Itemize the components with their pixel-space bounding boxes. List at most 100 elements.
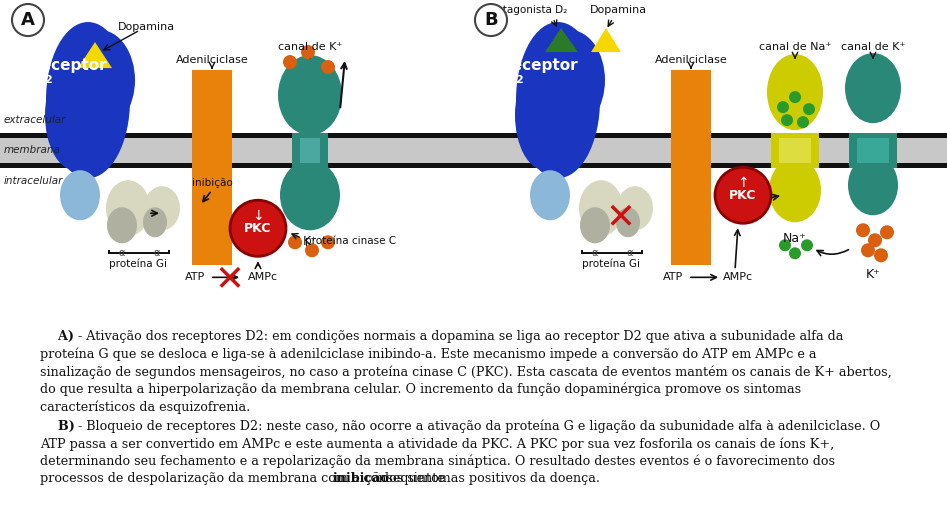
Bar [0,133,947,168]
Text: α: α [118,248,125,258]
Circle shape [283,55,297,69]
Text: Dopamina: Dopamina [589,5,647,15]
Text: sinalização de segundos mensageiros, no caso a proteína cinase C (PKC). Esta cas: sinalização de segundos mensageiros, no … [40,365,892,379]
Bar [641,250,643,254]
Text: 2: 2 [515,75,523,85]
Text: A: A [21,11,35,29]
Bar [108,250,110,254]
Ellipse shape [547,33,583,77]
Ellipse shape [848,155,898,215]
Ellipse shape [46,22,130,178]
Text: canal de Na⁺: canal de Na⁺ [759,42,831,52]
Circle shape [301,45,315,59]
Polygon shape [591,28,621,52]
Ellipse shape [60,170,100,220]
Ellipse shape [65,30,135,130]
Text: Adenilciclase: Adenilciclase [175,55,248,65]
Circle shape [797,116,809,128]
Text: proteína Gi: proteína Gi [109,259,167,269]
Text: Na⁺: Na⁺ [783,232,807,245]
Bar [779,138,811,163]
Bar [300,138,320,163]
Bar [849,133,897,168]
Circle shape [288,235,302,249]
Bar [671,70,711,265]
Text: Adenilciclase: Adenilciclase [654,55,727,65]
Ellipse shape [106,180,150,236]
Text: - Bloqueio de receptores D2: neste caso, não ocorre a ativação da proteína G e l: - Bloqueio de receptores D2: neste caso,… [74,420,881,433]
Ellipse shape [107,207,137,243]
Text: intracelular: intracelular [4,176,63,186]
Text: determinando seu fechamento e a repolarização da membrana sináptica. O resultado: determinando seu fechamento e a repolari… [40,455,835,468]
Ellipse shape [767,54,823,130]
Ellipse shape [769,158,821,222]
Circle shape [856,223,870,238]
Ellipse shape [144,186,180,230]
Text: α: α [153,248,160,258]
Ellipse shape [143,207,167,238]
Circle shape [321,235,335,249]
Circle shape [715,167,771,223]
Bar [292,133,328,168]
Circle shape [868,233,882,247]
Polygon shape [78,42,112,68]
Text: B: B [484,11,498,29]
Circle shape [777,101,789,113]
Circle shape [803,103,815,115]
Text: 2: 2 [44,75,52,85]
Text: membrana: membrana [4,145,61,155]
Text: proteína G que se desloca e liga-se à adenilciclase inibindo-a. Este mecanismo i: proteína G que se desloca e liga-se à ad… [40,348,816,361]
Ellipse shape [515,60,575,170]
Text: α: α [627,248,634,258]
Text: K⁺: K⁺ [303,235,317,248]
Text: D: D [501,72,513,87]
Circle shape [789,247,801,259]
Ellipse shape [530,170,570,220]
Ellipse shape [516,22,600,178]
Text: PKC: PKC [729,189,757,202]
Circle shape [12,4,44,36]
Polygon shape [545,28,578,52]
Circle shape [230,200,286,256]
Circle shape [861,243,875,258]
Bar [192,70,232,265]
Circle shape [874,248,888,262]
Circle shape [779,239,791,251]
Ellipse shape [580,207,610,243]
Circle shape [475,4,507,36]
Bar [581,252,643,254]
Bar [108,252,170,254]
Text: do que resulta a hiperpolarização da membrana celular. O incremento da função do: do que resulta a hiperpolarização da mem… [40,383,801,397]
Bar [857,138,889,163]
Ellipse shape [579,180,623,236]
Text: ↓: ↓ [252,209,264,223]
Ellipse shape [845,53,901,123]
Text: Dopamina: Dopamina [118,22,175,32]
Text: Receptor: Receptor [501,58,579,73]
Text: extracelular: extracelular [4,115,66,125]
Text: ATP: ATP [663,272,683,282]
Ellipse shape [278,55,342,135]
Bar [0,138,947,163]
Text: ATP: ATP [185,272,205,282]
Text: canal de K⁺: canal de K⁺ [277,42,342,52]
Text: AMPc: AMPc [248,272,278,282]
Circle shape [305,243,319,258]
Text: processos de despolarização da membrana com a consequente: processos de despolarização da membrana … [40,472,449,485]
Text: K⁺: K⁺ [866,268,881,281]
Ellipse shape [617,186,653,230]
Text: - Ativação dos receptores D2: em condições normais a dopamina se liga ao recepto: - Ativação dos receptores D2: em condiçõ… [74,330,844,343]
Text: AMPc: AMPc [723,272,753,282]
Bar [581,250,583,254]
Ellipse shape [616,207,640,238]
Text: característicos da esquizofrenia.: característicos da esquizofrenia. [40,400,250,414]
Text: proteína cinase C: proteína cinase C [305,235,396,246]
Text: Receptor: Receptor [30,58,108,73]
Bar [168,250,170,254]
Text: ↑: ↑ [737,176,749,190]
Text: inibição: inibição [333,472,390,485]
Circle shape [789,91,801,103]
Ellipse shape [77,33,113,77]
Text: Antagonista D₂: Antagonista D₂ [489,5,567,15]
Bar [771,133,819,168]
